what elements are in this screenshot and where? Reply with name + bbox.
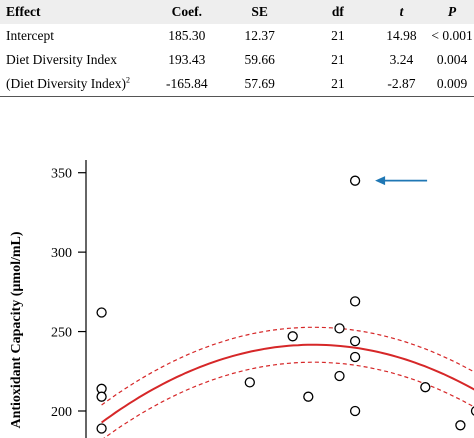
table-row: Diet Diversity Index 193.43 59.66 21 3.2… bbox=[0, 48, 474, 72]
row-t: -2.87 bbox=[372, 72, 431, 97]
row-coef: -165.84 bbox=[157, 72, 217, 97]
row-se: 59.66 bbox=[244, 52, 275, 67]
row-se: 57.69 bbox=[216, 72, 303, 97]
data-point bbox=[96, 423, 107, 434]
y-tick-label: 300 bbox=[51, 246, 72, 261]
data-point bbox=[303, 391, 314, 402]
table-row: (Diet Diversity Index)2 -165.84 57.69 21… bbox=[0, 72, 474, 97]
data-point bbox=[349, 296, 361, 307]
data-point bbox=[244, 377, 255, 388]
header-t: t bbox=[399, 4, 404, 19]
data-point bbox=[470, 406, 474, 416]
data-point bbox=[455, 420, 466, 431]
upper-confidence-band bbox=[101, 326, 474, 406]
header-se: SE bbox=[251, 4, 268, 19]
row-p: 0.009 bbox=[430, 72, 474, 97]
row-df: 21 bbox=[302, 72, 373, 97]
header-effect: Effect bbox=[6, 4, 41, 19]
data-point bbox=[96, 391, 107, 402]
header-df: df bbox=[331, 4, 344, 19]
row-effect: (Diet Diversity Index)2 bbox=[0, 72, 158, 97]
header-coef: Coef. bbox=[171, 4, 203, 19]
row-p: 0.004 bbox=[436, 52, 468, 67]
data-point bbox=[349, 405, 361, 417]
row-p: < 0.001 bbox=[431, 28, 473, 43]
row-coef: 185.30 bbox=[168, 28, 206, 43]
data-point bbox=[334, 370, 345, 382]
header-p: P bbox=[447, 4, 457, 19]
row-effect: Diet Diversity Index bbox=[6, 52, 117, 67]
y-tick-label: 250 bbox=[51, 326, 72, 341]
row-effect: Intercept bbox=[6, 28, 54, 43]
row-se: 12.37 bbox=[244, 28, 275, 43]
data-point bbox=[334, 323, 345, 334]
row-coef: 193.43 bbox=[168, 52, 206, 67]
data-point bbox=[287, 331, 298, 342]
data-point bbox=[420, 382, 431, 393]
data-point bbox=[96, 307, 107, 318]
table-header-row: Effect Coef. SE df t P bbox=[0, 0, 474, 24]
outlier-arrow-head bbox=[375, 176, 386, 186]
squared-superscript: 2 bbox=[125, 75, 130, 85]
y-tick-label: 350 bbox=[51, 167, 72, 182]
row-df: 21 bbox=[331, 52, 345, 67]
data-point bbox=[349, 335, 361, 347]
row-effect-text: (Diet Diversity Index) bbox=[6, 76, 126, 91]
row-t: 14.98 bbox=[386, 28, 417, 43]
y-axis-label: Antioxidant Capacity (µmol/mL) bbox=[9, 231, 24, 428]
row-t: 3.24 bbox=[389, 52, 414, 67]
scatter-chart: Antioxidant Capacity (µmol/mL) 200 250 300… bbox=[9, 160, 474, 438]
fitted-curve bbox=[101, 343, 474, 424]
y-tick-label: 200 bbox=[51, 405, 72, 420]
regression-table: Effect Coef. SE df t P Intercept 185.30 … bbox=[0, 0, 474, 97]
lower-confidence-band bbox=[103, 361, 474, 438]
table-row: Intercept 185.30 12.37 21 14.98 < 0.001 bbox=[0, 24, 474, 48]
data-point bbox=[349, 175, 361, 186]
row-df: 21 bbox=[331, 28, 345, 43]
data-point bbox=[349, 351, 361, 363]
